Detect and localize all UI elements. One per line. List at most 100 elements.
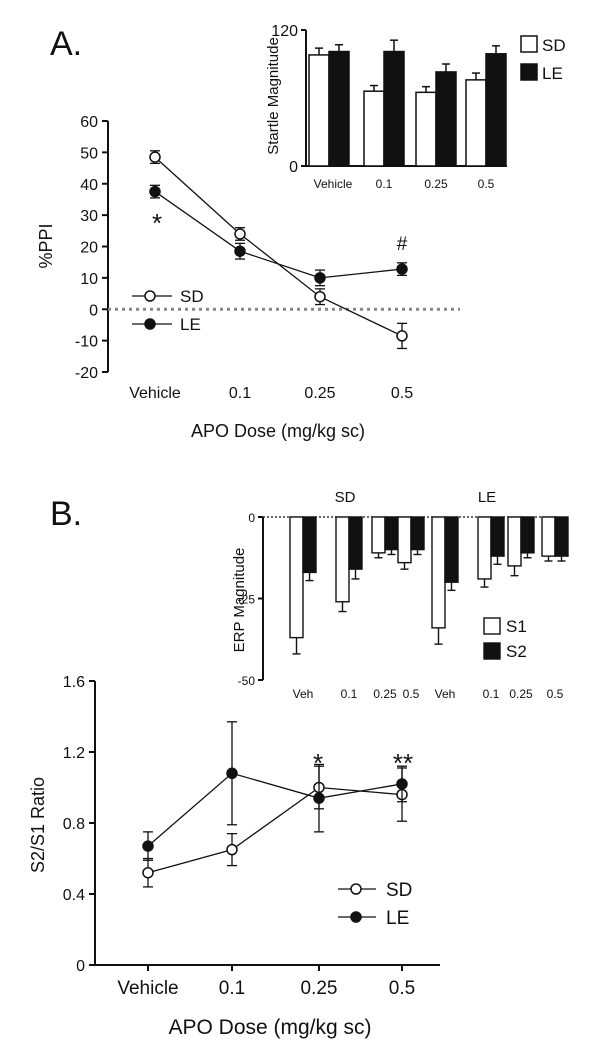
- x-tick-label: 0.25: [424, 177, 448, 191]
- x-tick-label: Veh: [293, 687, 314, 701]
- bar-s2: [302, 516, 317, 574]
- panel-b-main-chart: 0 0.4 0.8 1.2 1.6 Vehicle 0.1 0.25 0.5 APO Dose (…: [28, 674, 440, 1039]
- x-tick-label: 0.1: [376, 177, 393, 191]
- y-tick-label: 0.4: [63, 887, 85, 904]
- y-tick-label: -25: [238, 593, 256, 607]
- data-point-le: [149, 185, 161, 198]
- data-point-le: [234, 245, 246, 257]
- bar-s1: [289, 516, 304, 639]
- y-tick-label: -10: [75, 334, 98, 351]
- y-tick-label: 50: [80, 145, 98, 162]
- y-tick-label: -20: [75, 365, 98, 382]
- x-tick-label: 0.1: [219, 978, 245, 999]
- panel-a-main-chart: -20 -10 0 10 20 30 40 50 60 Vehicle 0.1 0.25 0.5 APO …: [36, 114, 460, 441]
- data-point-le: [142, 840, 154, 852]
- bar-s1: [431, 516, 446, 629]
- data-point-sd: [314, 290, 326, 303]
- y-tick-label: 120: [271, 23, 298, 40]
- data-point-le: [226, 767, 238, 780]
- legend-label: LE: [386, 908, 409, 929]
- bar-sd: [363, 90, 385, 167]
- bar-sd: [415, 91, 437, 167]
- y-tick-label: 0: [248, 511, 255, 525]
- bar-s2: [444, 516, 459, 583]
- x-tick-label: 0.5: [478, 177, 495, 191]
- data-point-le: [396, 263, 408, 275]
- data-point-le: [396, 778, 408, 790]
- y-axis-label: ERP Magnitude: [231, 548, 248, 653]
- bar-le: [485, 53, 507, 167]
- bar-s1: [397, 516, 412, 564]
- y-tick-label: 1.6: [63, 674, 85, 691]
- group-title: SD: [335, 489, 356, 506]
- series-line-le: [154, 191, 403, 279]
- data-point-sd: [234, 228, 246, 240]
- bar-s1: [541, 516, 556, 557]
- legend-label: SD: [180, 287, 204, 306]
- bar-le: [328, 50, 350, 167]
- y-axis-label: Startle Magnitude: [265, 37, 282, 155]
- significance-marker: *: [152, 208, 162, 238]
- x-tick-label: Vehicle: [129, 385, 181, 402]
- bar-s1: [335, 516, 350, 603]
- legend-swatch: [483, 617, 501, 635]
- y-tick-label: 20: [80, 240, 98, 257]
- significance-marker: #: [397, 234, 408, 255]
- data-point-sd: [149, 151, 161, 163]
- bar-s1: [477, 516, 492, 580]
- bar-sd: [308, 54, 330, 167]
- y-tick-label: 30: [80, 208, 98, 225]
- x-tick-label: 0.5: [547, 687, 564, 701]
- x-tick-label: 0.25: [509, 687, 533, 701]
- bar-le: [383, 50, 405, 167]
- legend-label: LE: [180, 315, 201, 334]
- panel-b-inset-chart: 0 -25 -50 ERP Magnitude SD Veh 0.1 0.25 0.5 LE Veh…: [231, 489, 569, 701]
- x-tick-label: 0.25: [373, 687, 397, 701]
- legend-label: LE: [542, 64, 563, 83]
- legend-label: S1: [506, 617, 527, 636]
- y-axis-label: S2/S1 Ratio: [28, 777, 48, 873]
- x-tick-label: 0.5: [403, 687, 420, 701]
- bar-s1: [371, 516, 386, 554]
- x-axis-label: APO Dose (mg/kg sc): [191, 421, 365, 441]
- y-tick-label: -50: [238, 674, 256, 688]
- legend-swatch: [520, 35, 538, 53]
- x-tick-label: Vehicle: [117, 978, 178, 999]
- y-axis-label: %PPI: [36, 223, 56, 268]
- series-line-sd: [147, 786, 403, 874]
- legend-marker: [144, 318, 156, 330]
- x-tick-label: 0.25: [304, 385, 335, 402]
- y-tick-label: 1.2: [63, 745, 85, 762]
- x-tick-label: 0.5: [389, 978, 415, 999]
- x-tick-label: Veh: [435, 687, 456, 701]
- group-title: LE: [478, 489, 496, 506]
- bar-s2: [410, 516, 425, 551]
- y-tick-label: 0: [76, 958, 85, 975]
- x-tick-label: 0.5: [391, 385, 413, 402]
- x-tick-label: 0.1: [483, 687, 500, 701]
- legend-marker: [144, 290, 156, 302]
- y-tick-label: 0: [289, 159, 298, 176]
- data-point-sd: [142, 866, 154, 879]
- bar-s1: [507, 516, 522, 567]
- significance-marker: **: [393, 748, 413, 778]
- bar-s2: [520, 516, 535, 554]
- bar-sd: [465, 79, 487, 167]
- legend-swatch: [483, 642, 501, 660]
- legend-marker: [350, 883, 362, 895]
- y-tick-label: 10: [80, 271, 98, 288]
- bar-s2: [348, 516, 363, 570]
- x-tick-label: 0.1: [341, 687, 358, 701]
- x-tick-label: 0.25: [301, 978, 338, 999]
- bar-le: [435, 71, 457, 167]
- legend-swatch: [520, 63, 538, 81]
- legend-label: S2: [506, 642, 527, 661]
- significance-marker: *: [313, 748, 323, 778]
- series-line-le: [147, 772, 403, 847]
- x-tick-label: Vehicle: [314, 177, 353, 191]
- panel-b-label: B.: [50, 495, 82, 533]
- panel-a-label: A.: [50, 25, 82, 63]
- legend-label: SD: [542, 36, 566, 55]
- y-tick-label: 60: [80, 114, 98, 131]
